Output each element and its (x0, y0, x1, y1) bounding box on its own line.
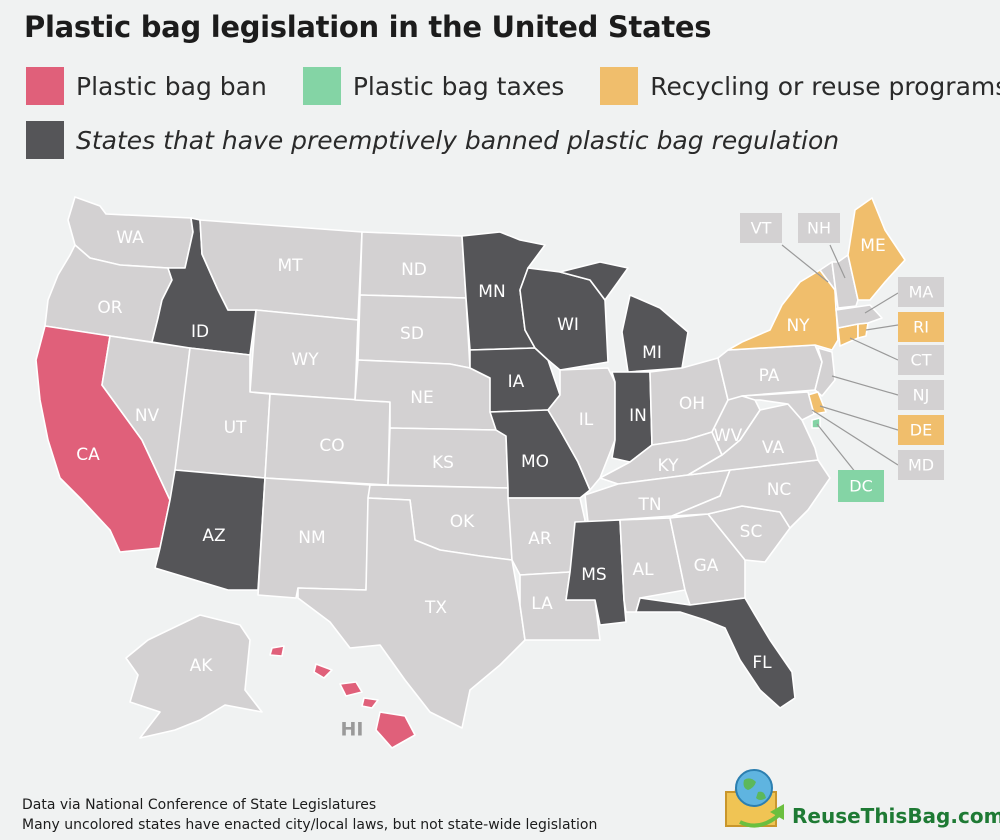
state-NY (727, 269, 839, 351)
label-OK: OK (450, 512, 475, 532)
label-LA: LA (531, 594, 553, 614)
callout-box-RI (898, 312, 944, 342)
legend-label-preempt: States that have preemptively banned pla… (76, 125, 840, 155)
label-MS: MS (581, 565, 606, 585)
label-VA: VA (762, 438, 785, 458)
label-AL: AL (632, 560, 654, 580)
label-MO: MO (521, 452, 549, 472)
label-MT: MT (277, 256, 303, 276)
legend-label-recycle: Recycling or reuse programs (650, 71, 1000, 101)
legend-row: Plastic bag ban Plastic bag taxes Recycl… (26, 67, 1000, 105)
label-WI: WI (557, 315, 579, 335)
callout-label-MA: MA (909, 283, 934, 302)
brand-name: ReuseThisBag.com (792, 804, 1000, 828)
globe-bag-logo-icon (725, 769, 784, 828)
label-GA: GA (694, 556, 719, 576)
callout-box-CT (898, 345, 944, 375)
label-ID: ID (191, 322, 209, 342)
state-AK (125, 614, 263, 739)
legend-swatch-tax (302, 67, 341, 105)
label-OR: OR (97, 298, 122, 318)
footer: Data via National Conference of State Le… (22, 795, 597, 835)
label-ME: ME (860, 236, 885, 256)
state-NJ (814, 347, 836, 397)
legend-swatch-ban (26, 67, 64, 105)
label-AR: AR (528, 529, 552, 549)
callout-box-DC (838, 470, 884, 502)
label-PA: PA (759, 366, 780, 386)
callout-boxes (740, 213, 944, 502)
legend-swatch-recycle (600, 67, 639, 105)
callout-box-MA (898, 277, 944, 307)
map-title: Plastic bag legislation in the United St… (24, 10, 712, 44)
label-ND: ND (401, 260, 427, 280)
label-NE: NE (410, 388, 433, 408)
label-IA: IA (508, 372, 525, 392)
label-WY: WY (291, 350, 319, 370)
label-MI: MI (642, 343, 662, 363)
label-NV: NV (135, 406, 160, 426)
label-TX: TX (424, 598, 447, 618)
callout-label-VT: VT (751, 219, 772, 238)
callout-label-CT: CT (911, 351, 932, 370)
footer-note: Many uncolored states have enacted city/… (22, 817, 598, 833)
callout-box-NH (798, 213, 840, 243)
label-IL: IL (579, 410, 594, 430)
label-TN: TN (637, 495, 661, 515)
label-NC: NC (767, 480, 792, 500)
state-MD (741, 391, 815, 421)
legend-row: States that have preemptively banned pla… (26, 121, 875, 159)
callout-lines (781, 244, 899, 479)
callout-box-MD (898, 450, 944, 480)
footer-source: Data via National Conference of State Le… (22, 797, 377, 813)
label-IN: IN (629, 406, 647, 426)
state-FL (635, 597, 796, 709)
label-FL: FL (752, 653, 772, 673)
label-CO: CO (319, 436, 344, 456)
label-CA: CA (76, 445, 100, 465)
label-AK: AK (190, 656, 214, 676)
label-HI: HI (341, 719, 364, 741)
callout-label-MD: MD (908, 456, 934, 475)
label-NM: NM (298, 528, 325, 548)
brand-logo[interactable]: ReuseThisBag.com (720, 762, 1000, 832)
state-IL (547, 367, 616, 491)
callout-box-NJ (898, 380, 944, 410)
label-AZ: AZ (202, 526, 225, 546)
callout-box-VT (740, 213, 782, 243)
label-MN: MN (478, 282, 505, 302)
callout-label-NH: NH (807, 219, 831, 238)
label-UT: UT (224, 418, 247, 438)
callout-label-DC: DC (849, 477, 873, 496)
label-SD: SD (400, 324, 424, 344)
label-OH: OH (679, 394, 705, 414)
legend-swatch-preempt (26, 121, 64, 159)
callout-label-DE: DE (910, 421, 932, 440)
label-SC: SC (740, 522, 763, 542)
legend-label-ban: Plastic bag ban (76, 71, 267, 101)
state-TX (297, 497, 526, 729)
callout-label-RI: RI (913, 318, 929, 337)
label-KS: KS (432, 453, 454, 473)
state-MA (835, 304, 883, 329)
state-HI (269, 645, 416, 749)
legend-label-tax: Plastic bag taxes (352, 71, 565, 101)
state-ME (847, 197, 906, 301)
label-WV: WV (714, 426, 743, 446)
label-WA: WA (116, 228, 144, 248)
label-KY: KY (658, 456, 680, 476)
callout-label-NJ: NJ (913, 386, 930, 405)
label-NY: NY (786, 316, 810, 336)
callout-box-DE (898, 415, 944, 445)
